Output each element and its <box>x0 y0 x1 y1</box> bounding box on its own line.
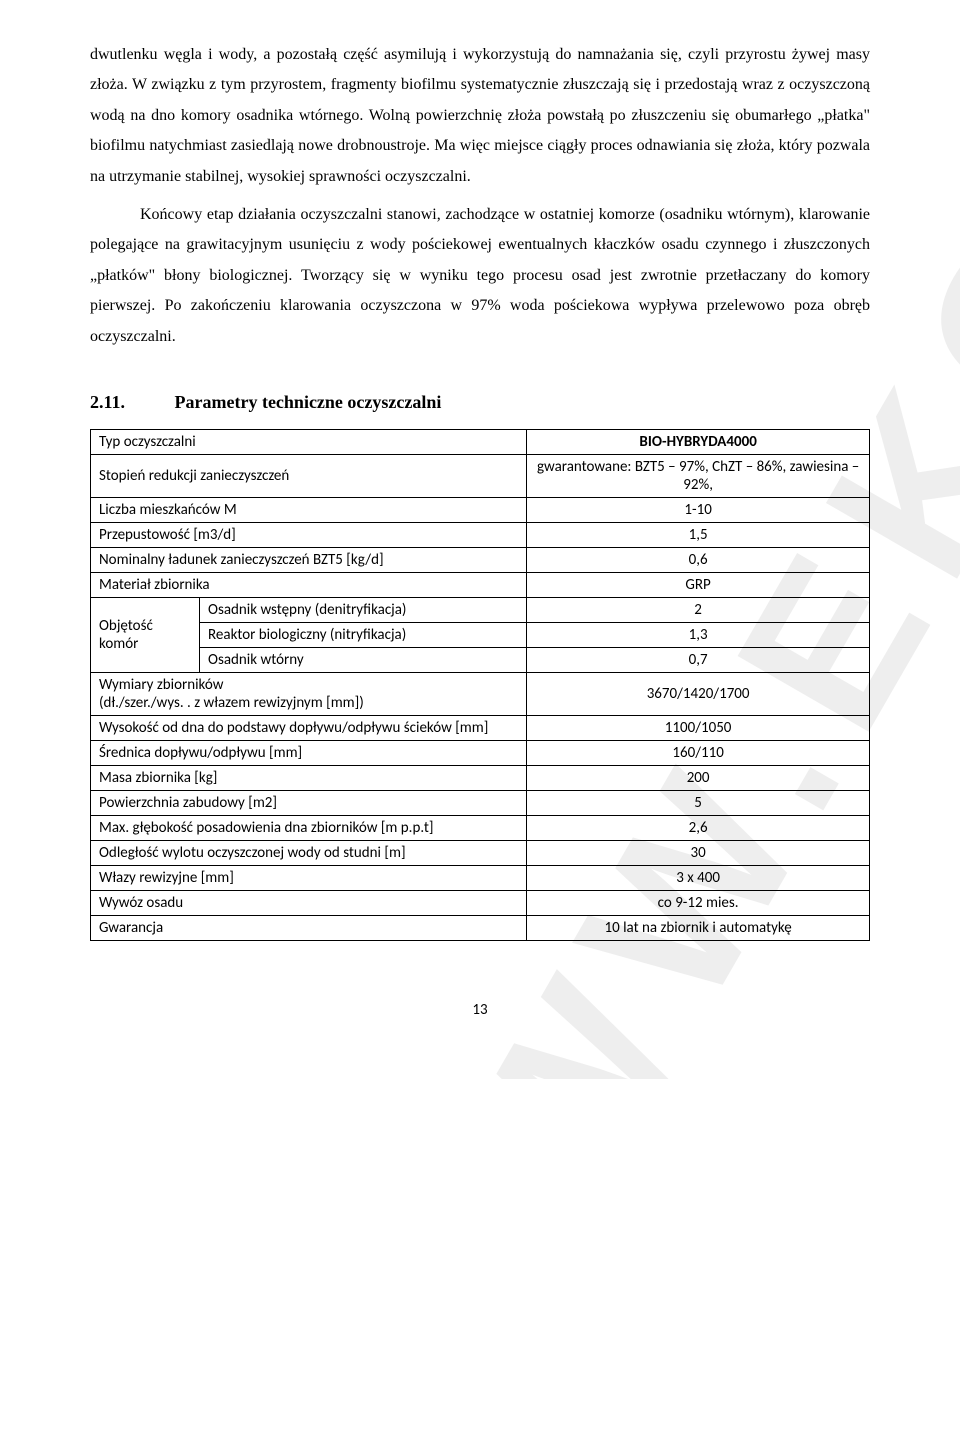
cell-label: Odległość wylotu oczyszczonej wody od st… <box>91 840 527 865</box>
cell-label: Stopień redukcji zanieczyszczeń <box>91 454 527 497</box>
table-row: Max. głębokość posadowienia dna zbiornik… <box>91 815 870 840</box>
cell-label: Włazy rewizyjne [mm] <box>91 865 527 890</box>
section-number: 2.11. <box>90 392 170 413</box>
table-row: Wywóz osadu co 9-12 mies. <box>91 890 870 915</box>
cell-value: 1,3 <box>527 622 870 647</box>
section-heading: 2.11. Parametry techniczne oczyszczalni <box>90 392 870 413</box>
cell-value: 3670/1420/1700 <box>527 672 870 715</box>
cell-value: 1-10 <box>527 497 870 522</box>
cell-label: Reaktor biologiczny (nitryfikacja) <box>200 622 527 647</box>
cell-label: Liczba mieszkańców M <box>91 497 527 522</box>
cell-value: 30 <box>527 840 870 865</box>
cell-value: 200 <box>527 765 870 790</box>
cell-label: Przepustowość [m3/d] <box>91 522 527 547</box>
table-row: Masa zbiornika [kg] 200 <box>91 765 870 790</box>
table-row: Włazy rewizyjne [mm] 3 x 400 <box>91 865 870 890</box>
table-row: Wymiary zbiorników (dł./szer./wys. . z w… <box>91 672 870 715</box>
table-row: Wysokość od dna do podstawy dopływu/odpł… <box>91 715 870 740</box>
cell-label: Średnica dopływu/odpływu [mm] <box>91 740 527 765</box>
table-row: Stopień redukcji zanieczyszczeń gwaranto… <box>91 454 870 497</box>
table-row: Przepustowość [m3/d] 1,5 <box>91 522 870 547</box>
table-row: Powierzchnia zabudowy [m2] 5 <box>91 790 870 815</box>
table-row: Typ oczyszczalni BIO-HYBRYDA4000 <box>91 429 870 454</box>
cell-value: 2,6 <box>527 815 870 840</box>
table-row: Odległość wylotu oczyszczonej wody od st… <box>91 840 870 865</box>
cell-value: 1100/1050 <box>527 715 870 740</box>
table-row: Średnica dopływu/odpływu [mm] 160/110 <box>91 740 870 765</box>
cell-label: Wysokość od dna do podstawy dopływu/odpł… <box>91 715 527 740</box>
cell-value: 160/110 <box>527 740 870 765</box>
table-row: Nominalny ładunek zanieczyszczeń BZT5 [k… <box>91 547 870 572</box>
cell-value: GRP <box>527 572 870 597</box>
cell-value: 0,7 <box>527 647 870 672</box>
cell-value: 10 lat na zbiornik i automatykę <box>527 915 870 940</box>
cell-label: Osadnik wtórny <box>200 647 527 672</box>
table-row: Gwarancja 10 lat na zbiornik i automatyk… <box>91 915 870 940</box>
cell-label: Materiał zbiornika <box>91 572 527 597</box>
cell-label: Gwarancja <box>91 915 527 940</box>
cell-label: Nominalny ładunek zanieczyszczeń BZT5 [k… <box>91 547 527 572</box>
table-row: Osadnik wtórny 0,7 <box>91 647 870 672</box>
cell-value: BIO-HYBRYDA4000 <box>527 429 870 454</box>
cell-label: Osadnik wstępny (denitryfikacja) <box>200 597 527 622</box>
page-number: 13 <box>90 1001 870 1019</box>
cell-label-group: Objętość komór <box>91 597 200 672</box>
cell-label: Max. głębokość posadowienia dna zbiornik… <box>91 815 527 840</box>
table-row: Materiał zbiornika GRP <box>91 572 870 597</box>
table-row: Objętość komór Osadnik wstępny (denitryf… <box>91 597 870 622</box>
cell-value: co 9-12 mies. <box>527 890 870 915</box>
cell-value: 5 <box>527 790 870 815</box>
table-row: Reaktor biologiczny (nitryfikacja) 1,3 <box>91 622 870 647</box>
cell-value: 0,6 <box>527 547 870 572</box>
cell-label: Typ oczyszczalni <box>91 429 527 454</box>
cell-label: Masa zbiornika [kg] <box>91 765 527 790</box>
cell-value: 3 x 400 <box>527 865 870 890</box>
paragraph-1: dwutlenku węgla i wody, a pozostałą częś… <box>90 40 870 192</box>
section-title: Parametry techniczne oczyszczalni <box>175 392 442 412</box>
cell-value: 2 <box>527 597 870 622</box>
cell-label: Wywóz osadu <box>91 890 527 915</box>
paragraph-2: Końcowy etap działania oczyszczalni stan… <box>90 200 870 352</box>
page-content: dwutlenku węgla i wody, a pozostałą częś… <box>90 40 870 1019</box>
cell-label: Wymiary zbiorników (dł./szer./wys. . z w… <box>91 672 527 715</box>
cell-label: Powierzchnia zabudowy [m2] <box>91 790 527 815</box>
parameters-table: Typ oczyszczalni BIO-HYBRYDA4000 Stopień… <box>90 429 870 941</box>
table-row: Liczba mieszkańców M 1-10 <box>91 497 870 522</box>
cell-value: gwarantowane: BZT5 – 97%, ChZT – 86%, za… <box>527 454 870 497</box>
cell-value: 1,5 <box>527 522 870 547</box>
